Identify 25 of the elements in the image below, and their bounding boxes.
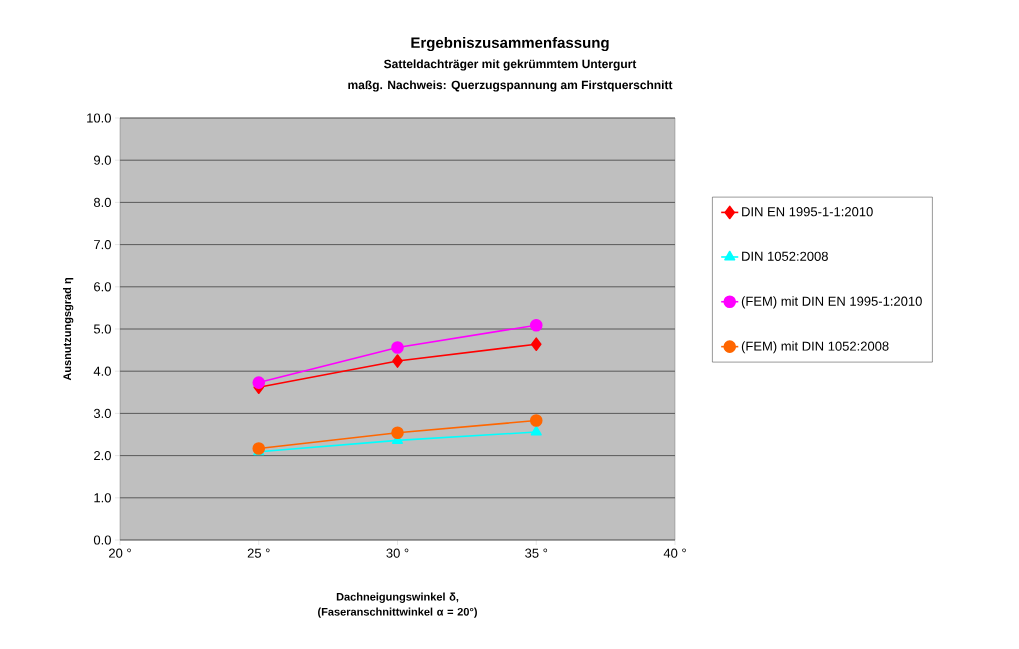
y-tick-label: 4.0 <box>93 366 111 376</box>
x-tick-label: 25 ° <box>247 548 270 558</box>
y-tick-label: 0.0 <box>93 535 111 545</box>
y-tick-label: 9.0 <box>94 155 111 165</box>
x-axis-title: Dachneigungswinkel δ, (Faseranschnittwinkel α = 20°) <box>318 592 477 618</box>
y-tick-label: 8.0 <box>93 197 111 207</box>
y-tick-label: 7.0 <box>94 239 111 250</box>
y-tick-label: 10.0 <box>87 113 111 123</box>
x-tick-label: 40 ° <box>663 548 686 558</box>
y-axis-title: Ausnutzungsgrad η <box>63 278 74 381</box>
legend-label: DIN 1052:2008 <box>742 251 828 261</box>
y-tick-label: 1.0 <box>94 493 111 503</box>
legend-label: (FEM) mit DIN EN 1995-1:2010 <box>741 296 922 309</box>
x-tick-label: 30 ° <box>386 548 409 558</box>
y-tick-label: 3.0 <box>93 408 111 418</box>
x-tick-label: 20 ° <box>109 548 131 558</box>
legend-label: DIN EN 1995-1-1:2010 <box>742 207 873 217</box>
y-tick-label: 5.0 <box>93 324 111 334</box>
legend-label: (FEM) mit DIN 1052:2008 <box>741 341 889 354</box>
chart-subtitle: Satteldachträger mit gekrümmtem Untergurt <box>383 59 637 71</box>
y-tick-label: 2.0 <box>94 450 111 461</box>
chart-title: Ergebniszusammenfassung <box>411 36 609 52</box>
x-tick-label: 35 ° <box>525 548 548 558</box>
y-tick-label: 6.0 <box>94 282 111 292</box>
text: maßg. Nachweis: Querzugspannung am Firstquerschnitt <box>348 80 673 92</box>
